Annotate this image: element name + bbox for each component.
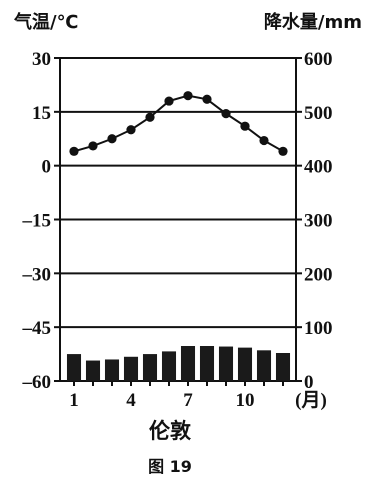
temperature-point [202, 94, 212, 104]
precipitation-bar [142, 354, 158, 381]
temperature-point [88, 141, 98, 151]
temperature-tick-label: –60 [22, 372, 52, 393]
temperature-points [69, 91, 288, 156]
precipitation-bar [123, 356, 139, 381]
precipitation-tick-label: 400 [304, 157, 333, 178]
precipitation-tick-label: 0 [304, 372, 314, 393]
temperature-point [164, 96, 174, 106]
temperature-tick-label: –30 [22, 264, 52, 285]
temperature-tick-label: 30 [32, 49, 51, 70]
precipitation-bar [199, 346, 215, 381]
month-tick-label: 1 [69, 390, 79, 411]
precipitation-tick-label: 300 [304, 211, 333, 232]
temperature-point [107, 134, 117, 144]
precipitation-bar [161, 351, 177, 381]
precipitation-bar [85, 360, 101, 381]
month-tick-label: 10 [236, 390, 255, 411]
temperature-point [221, 109, 231, 119]
precipitation-axis-label: 降水量/mm [264, 11, 362, 33]
gridlines [60, 110, 296, 329]
month-tick-label: 7 [183, 390, 193, 411]
temperature-point [240, 121, 250, 131]
precipitation-bar [275, 353, 291, 381]
temperature-axis-label: 气温/℃ [13, 11, 78, 33]
precipitation-ticks: 600 500 400 300 200 100 0 [296, 49, 333, 393]
month-unit-label: (月) [295, 390, 327, 411]
temperature-tick-label: 15 [32, 103, 51, 124]
temperature-line [73, 94, 284, 153]
precipitation-bar [218, 346, 234, 381]
temperature-point [69, 146, 79, 156]
precipitation-tick-label: 600 [304, 49, 333, 70]
precipitation-tick-label: 100 [304, 318, 333, 339]
temperature-tick-label: –45 [22, 318, 52, 339]
month-tick-label: 4 [126, 390, 136, 411]
precipitation-bar [180, 346, 196, 381]
precipitation-bars [66, 346, 291, 381]
chart-title: 伦敦 [149, 419, 192, 443]
figure-caption: 图 19 [148, 457, 192, 476]
precipitation-bar [237, 347, 253, 381]
precipitation-bar [66, 354, 82, 381]
temperature-tick-label: –15 [22, 211, 52, 232]
precipitation-bar [256, 350, 272, 381]
temperature-point [145, 112, 155, 122]
precipitation-tick-label: 200 [304, 264, 333, 285]
precipitation-tick-label: 500 [304, 103, 333, 124]
temperature-point [126, 125, 136, 135]
temperature-point [278, 146, 288, 156]
temperature-tick-label: 0 [42, 157, 52, 178]
temperature-point [183, 91, 193, 101]
precipitation-bar [104, 359, 120, 381]
temperature-ticks: 30 15 0 –15 –30 –45 –60 [22, 49, 60, 393]
temperature-point [259, 135, 269, 146]
month-ticks: 1 4 7 10 [69, 381, 284, 411]
